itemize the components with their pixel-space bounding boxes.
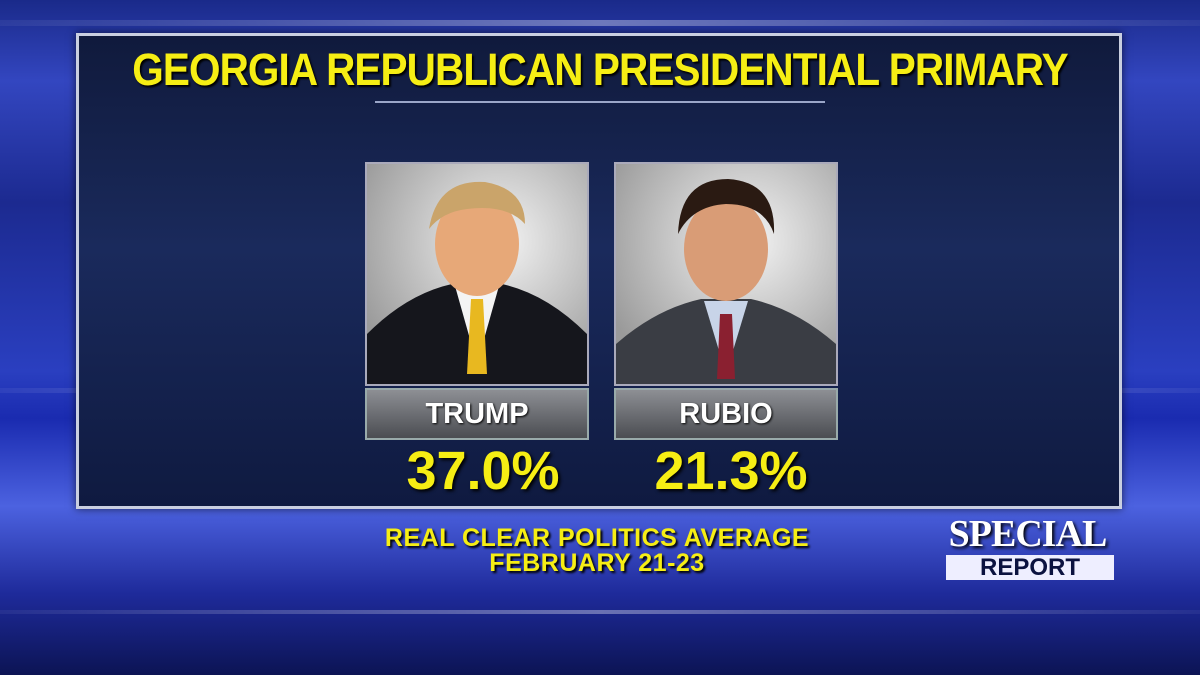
- title: GEORGIA REPUBLICAN PRESIDENTIAL PRIMARY: [132, 44, 1068, 95]
- candidate-photo: [614, 162, 838, 386]
- candidate-name: RUBIO: [614, 388, 838, 440]
- logo-text: SPECIAL: [948, 513, 1108, 555]
- candidate-percent: 37.0%: [406, 441, 560, 501]
- panel: [76, 33, 1122, 509]
- background-streak: [0, 610, 1200, 614]
- source-line: REAL CLEAR POLITICS AVERAGE: [384, 524, 810, 552]
- candidate-percent: 21.3%: [654, 441, 808, 501]
- portrait: [367, 181, 587, 384]
- title-rule: [375, 101, 825, 103]
- background-streak: [0, 20, 1200, 26]
- portrait: [616, 179, 836, 384]
- candidate-name: TRUMP: [365, 388, 589, 440]
- source-line: FEBRUARY 21-23: [489, 549, 705, 577]
- candidate-photo: [365, 162, 589, 386]
- logo-text: REPORT: [946, 555, 1114, 580]
